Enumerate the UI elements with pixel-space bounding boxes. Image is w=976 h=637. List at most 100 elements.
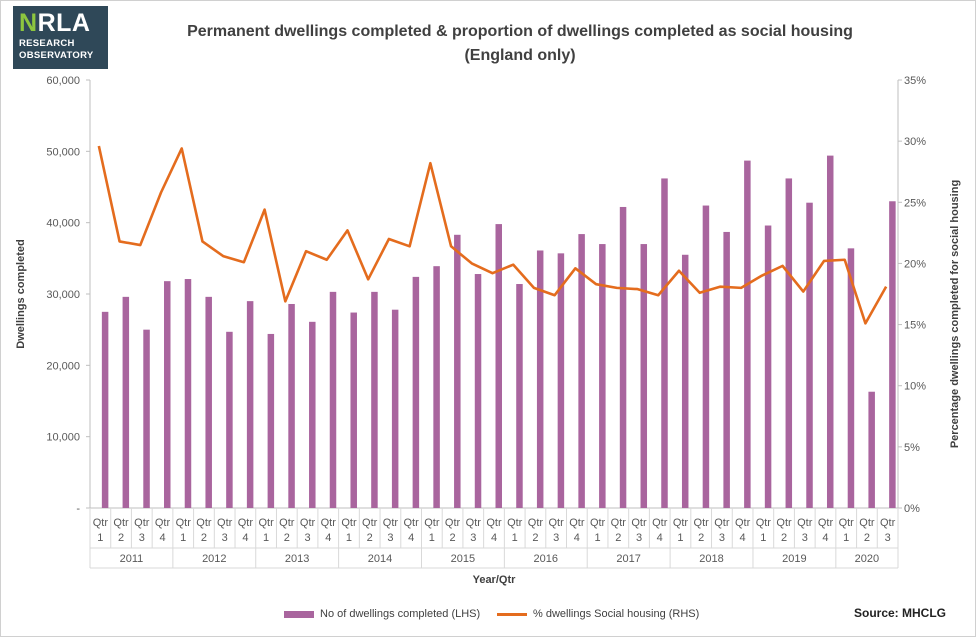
legend-bar-label: No of dwellings completed (LHS) <box>320 608 481 620</box>
quarter-number: 3 <box>139 532 145 544</box>
quarter-prefix: Qtr <box>238 517 254 529</box>
quarter-prefix: Qtr <box>279 517 295 529</box>
quarter-prefix: Qtr <box>155 517 171 529</box>
y2-tick-label: 20% <box>904 258 926 270</box>
y2-tick-label: 0% <box>904 503 920 515</box>
bar <box>288 303 295 508</box>
quarter-prefix: Qtr <box>652 517 668 529</box>
year-label: 2020 <box>855 553 879 565</box>
quarter-number: 3 <box>719 532 725 544</box>
y2-axis-title: Percentage dwellings completed for socia… <box>949 180 961 448</box>
y-tick-label: - <box>76 503 80 515</box>
legend-bars: No of dwellings completed (LHS) <box>284 608 480 620</box>
quarter-prefix: Qtr <box>880 517 896 529</box>
bar <box>826 155 834 508</box>
quarter-number: 2 <box>284 532 290 544</box>
bar <box>681 254 689 508</box>
bar <box>412 276 420 508</box>
y-tick-label: 20,000 <box>46 360 80 372</box>
y2-tick-label: 25% <box>904 197 926 209</box>
quarter-prefix: Qtr <box>797 517 813 529</box>
quarter-prefix: Qtr <box>714 517 730 529</box>
bar <box>868 391 875 508</box>
quarter-prefix: Qtr <box>528 517 544 529</box>
quarter-number: 4 <box>491 532 497 544</box>
bar <box>578 234 585 508</box>
quarter-prefix: Qtr <box>549 517 565 529</box>
bar <box>785 178 793 508</box>
bar <box>350 312 357 508</box>
bar <box>661 178 668 508</box>
quarter-prefix: Qtr <box>859 517 875 529</box>
quarter-number: 2 <box>781 532 787 544</box>
quarter-number: 4 <box>574 532 580 544</box>
year-label: 2018 <box>699 553 723 565</box>
quarter-prefix: Qtr <box>756 517 772 529</box>
quarter-prefix: Qtr <box>403 517 419 529</box>
y-tick-label: 10,000 <box>46 432 80 444</box>
quarter-number: 2 <box>201 532 207 544</box>
y2-tick-label: 35% <box>904 75 926 87</box>
quarter-number: 2 <box>698 532 704 544</box>
year-label: 2012 <box>202 553 226 565</box>
bar <box>557 253 565 508</box>
quarter-number: 1 <box>346 532 352 544</box>
quarter-number: 2 <box>118 532 124 544</box>
bar <box>329 291 337 508</box>
bar <box>764 225 772 508</box>
bar <box>889 201 896 508</box>
bar <box>474 274 482 508</box>
legend-line-label: % dwellings Social housing (RHS) <box>533 608 700 620</box>
quarter-prefix: Qtr <box>735 517 751 529</box>
bar <box>391 309 399 508</box>
quarter-prefix: Qtr <box>176 517 192 529</box>
quarter-number: 3 <box>553 532 559 544</box>
quarter-number: 1 <box>760 532 766 544</box>
quarter-number: 4 <box>242 532 248 544</box>
quarter-prefix: Qtr <box>93 517 109 529</box>
bar <box>536 250 544 508</box>
bar <box>516 284 523 508</box>
quarter-prefix: Qtr <box>217 517 233 529</box>
quarter-prefix: Qtr <box>134 517 150 529</box>
year-label: 2011 <box>120 553 144 565</box>
quarter-prefix: Qtr <box>569 517 585 529</box>
quarter-number: 2 <box>864 532 870 544</box>
quarter-number: 3 <box>636 532 642 544</box>
quarter-number: 1 <box>263 532 269 544</box>
bar <box>433 266 440 508</box>
bar <box>371 291 378 508</box>
y-tick-label: 60,000 <box>46 75 80 87</box>
quarter-prefix: Qtr <box>196 517 212 529</box>
bar <box>143 329 150 508</box>
y-tick-label: 50,000 <box>46 146 80 158</box>
quarter-number: 1 <box>843 532 849 544</box>
quarter-prefix: Qtr <box>694 517 710 529</box>
quarter-prefix: Qtr <box>445 517 461 529</box>
quarter-prefix: Qtr <box>362 517 378 529</box>
logo-line1: RESEARCH <box>19 38 75 49</box>
logo-line2: OBSERVATORY <box>19 50 94 61</box>
quarter-prefix: Qtr <box>466 517 482 529</box>
quarter-number: 1 <box>512 532 518 544</box>
quarter-number: 4 <box>159 532 165 544</box>
quarter-number: 2 <box>532 532 538 544</box>
quarter-prefix: Qtr <box>300 517 316 529</box>
quarter-number: 2 <box>615 532 621 544</box>
quarter-prefix: Qtr <box>321 517 337 529</box>
year-label: 2013 <box>285 553 309 565</box>
quarter-number: 3 <box>304 532 310 544</box>
quarter-number: 1 <box>429 532 435 544</box>
bar <box>599 244 606 509</box>
quarter-prefix: Qtr <box>611 517 627 529</box>
quarter-prefix: Qtr <box>673 517 689 529</box>
quarter-prefix: Qtr <box>839 517 855 529</box>
quarter-number: 4 <box>325 532 331 544</box>
bar <box>101 311 109 508</box>
source-note: Source: MHCLG <box>853 606 946 620</box>
bar <box>495 224 502 509</box>
quarter-prefix: Qtr <box>590 517 606 529</box>
bar <box>226 331 233 508</box>
quarter-number: 4 <box>740 532 746 544</box>
